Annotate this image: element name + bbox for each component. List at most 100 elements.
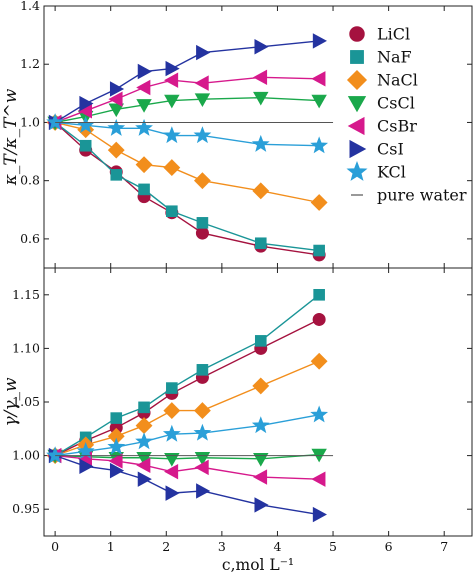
data-point-nacl bbox=[163, 159, 181, 176]
data-point-nacl bbox=[193, 172, 211, 190]
data-point-kcl bbox=[193, 423, 212, 441]
data-point-csi bbox=[312, 506, 327, 523]
series-naf bbox=[49, 116, 325, 257]
data-point-csi bbox=[137, 471, 152, 487]
data-point-csbr bbox=[108, 453, 123, 469]
data-point-kcl bbox=[310, 136, 329, 154]
y-axis-label: γ/γ_w bbox=[1, 377, 21, 427]
series-line-nacl bbox=[54, 360, 320, 457]
data-point-kcl bbox=[46, 113, 65, 131]
y-tick-label: 1.4 bbox=[20, 0, 40, 13]
y-tick-label: 0.95 bbox=[12, 501, 40, 516]
series-line-kcl bbox=[55, 414, 320, 457]
data-point-cscl bbox=[164, 453, 180, 467]
x-tick-label: 0 bbox=[51, 539, 59, 554]
data-point-csbr bbox=[252, 69, 268, 86]
series-line-kcl bbox=[55, 121, 320, 147]
series-nacl bbox=[46, 114, 328, 211]
data-point-cscl bbox=[253, 453, 269, 467]
data-point-nacl bbox=[135, 417, 153, 435]
data-point-kcl bbox=[310, 405, 329, 423]
legend-marker-nacl bbox=[346, 69, 368, 91]
series-csi bbox=[48, 447, 327, 523]
series-line-naf bbox=[54, 121, 320, 252]
data-point-naf bbox=[110, 412, 123, 424]
data-point-csi bbox=[79, 458, 94, 475]
data-point-nacl bbox=[135, 156, 153, 174]
panel-2: 0.95 1.00 1.05 1.10 1.15 0 1 2 3 4 5 6 7 γ/γ_w c,mol L… bbox=[1, 267, 473, 574]
data-point-naf bbox=[196, 217, 209, 229]
data-point-naf bbox=[254, 237, 267, 250]
legend: LiCl NaF NaCl CsCl CsBr CsI KCl pure water bbox=[346, 25, 467, 205]
data-point-csi bbox=[165, 485, 180, 501]
y-tick-label: 1.10 bbox=[12, 340, 40, 355]
data-point-nacl bbox=[310, 194, 328, 211]
data-point-licl bbox=[195, 226, 209, 240]
data-point-kcl bbox=[193, 126, 212, 144]
data-point-naf bbox=[313, 288, 325, 301]
data-point-cscl bbox=[194, 93, 211, 107]
series-kcl bbox=[46, 113, 329, 154]
x-tick-label: 3 bbox=[218, 539, 226, 554]
y-tick-label: 0.8 bbox=[20, 173, 40, 188]
legend-label-csbr: CsBr bbox=[377, 117, 417, 136]
legend-marker-csbr bbox=[347, 116, 365, 136]
data-point-cscl bbox=[164, 94, 180, 109]
legend-label-cscl: CsCl bbox=[377, 94, 415, 113]
y-tick-label: 1.15 bbox=[12, 287, 40, 302]
data-point-naf bbox=[254, 335, 267, 347]
legend-label-pure-water: pure water bbox=[377, 186, 467, 205]
panel-1: 0.6 0.8 1.0 1.2 1.4 κ_T/κ_T^w LiCl NaF NaCl CsCl C… bbox=[1, 0, 473, 269]
data-point-naf bbox=[313, 244, 325, 257]
legend-label-kcl: KCl bbox=[377, 163, 406, 182]
series-line-licl bbox=[54, 121, 320, 256]
data-point-csbr bbox=[194, 459, 209, 476]
data-point-csbr bbox=[311, 71, 326, 87]
data-point-nacl bbox=[252, 182, 270, 200]
legend-marker-kcl bbox=[346, 160, 368, 181]
data-point-nacl bbox=[163, 402, 181, 420]
data-point-naf bbox=[196, 364, 209, 376]
y-axis-label: κ_T/κ_T^w bbox=[1, 88, 21, 186]
data-point-kcl bbox=[46, 446, 65, 464]
x-tick-label: 2 bbox=[162, 539, 170, 554]
data-point-nacl bbox=[252, 377, 270, 395]
y-tick-label: 1.00 bbox=[12, 448, 40, 463]
x-tick-label: 4 bbox=[273, 539, 281, 554]
legend-label-csi: CsI bbox=[377, 140, 404, 159]
data-point-csbr bbox=[164, 72, 179, 88]
data-point-naf bbox=[138, 401, 150, 414]
y-tick-label: 1.2 bbox=[20, 56, 40, 71]
y-tick-label: 1.0 bbox=[20, 114, 40, 129]
x-tick-label: 7 bbox=[440, 539, 448, 554]
data-point-naf bbox=[166, 382, 178, 394]
legend-marker-licl bbox=[349, 26, 365, 42]
series-line-naf bbox=[54, 294, 320, 457]
series-line-nacl bbox=[54, 121, 320, 204]
data-point-nacl bbox=[107, 141, 125, 159]
data-point-csbr bbox=[136, 457, 151, 473]
data-point-nacl bbox=[193, 402, 211, 420]
data-point-naf bbox=[79, 139, 92, 152]
series-licl bbox=[48, 115, 326, 262]
data-point-csi bbox=[254, 39, 269, 55]
series-line-licl bbox=[54, 318, 320, 457]
data-point-csi bbox=[165, 60, 180, 77]
data-point-kcl bbox=[76, 441, 95, 459]
x-tick-label: 5 bbox=[329, 539, 337, 554]
data-point-csbr bbox=[311, 471, 326, 487]
legend-label-naf: NaF bbox=[377, 48, 412, 67]
plot-frame bbox=[43, 267, 473, 537]
series-naf bbox=[49, 288, 325, 462]
data-point-kcl bbox=[135, 118, 153, 136]
legend-label-licl: LiCl bbox=[377, 25, 410, 44]
data-point-licl bbox=[312, 312, 326, 326]
data-point-naf bbox=[138, 183, 150, 196]
series-line-csi bbox=[54, 454, 320, 516]
data-point-csbr bbox=[164, 463, 179, 480]
data-point-csi bbox=[137, 63, 152, 80]
data-point-kcl bbox=[162, 424, 181, 442]
data-point-cscl bbox=[253, 91, 269, 106]
